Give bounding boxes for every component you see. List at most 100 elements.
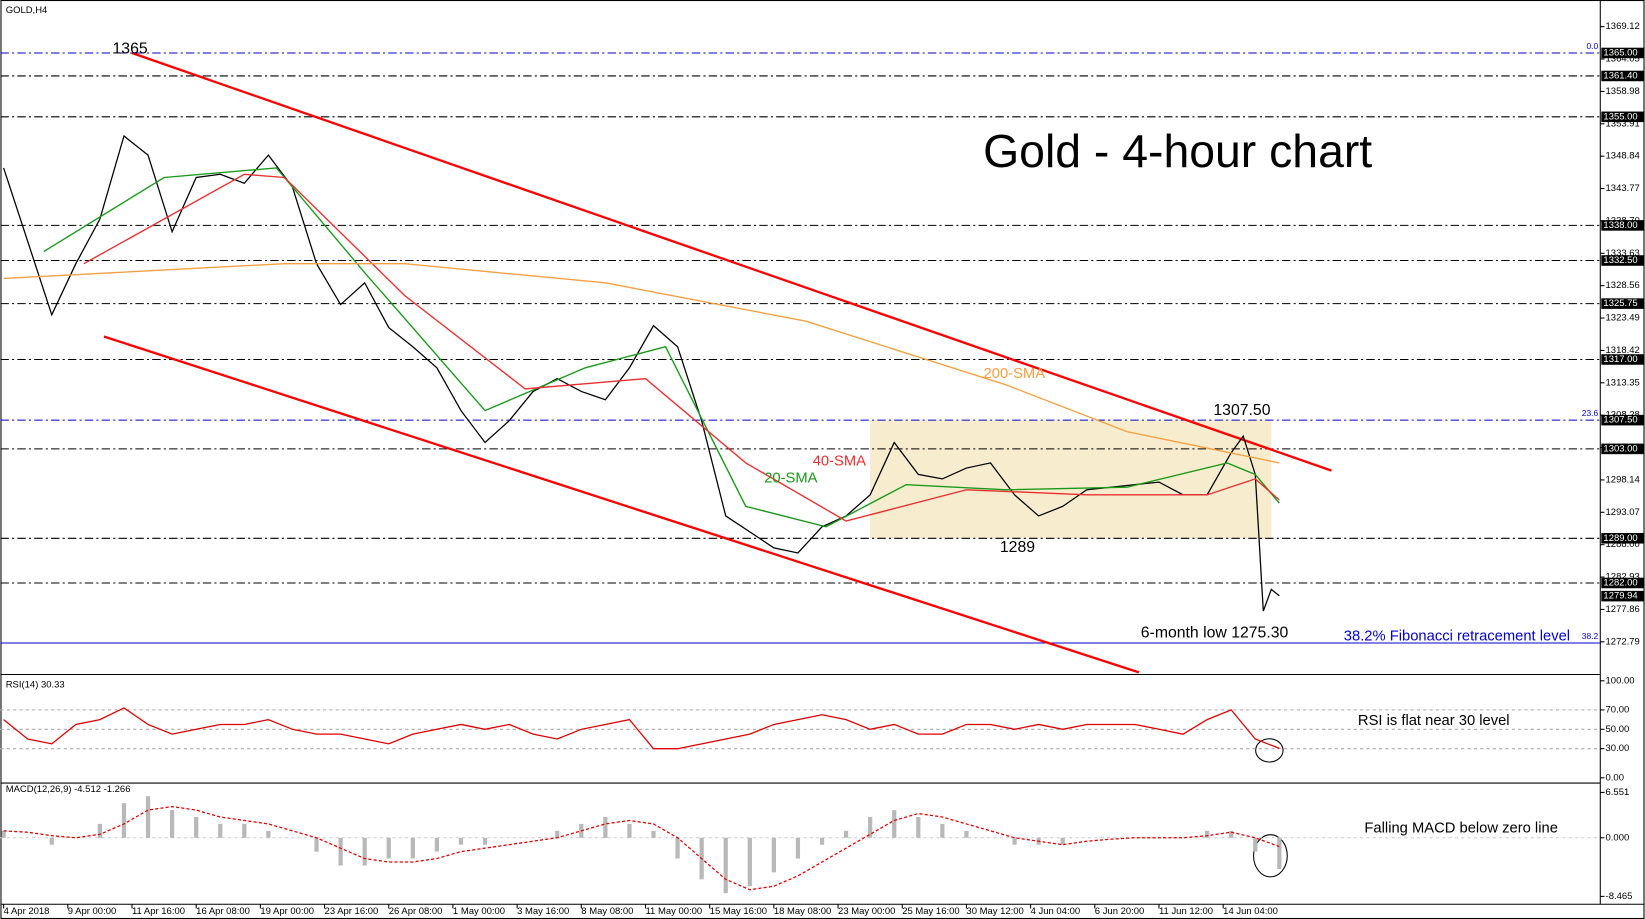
level-box (1601, 298, 1644, 309)
last-price-label: 1279.94 (1603, 591, 1637, 602)
histogram-bar (1253, 837, 1258, 852)
histogram-bar (434, 837, 439, 852)
level-label: 1361.40 (1603, 70, 1637, 81)
histogram-bar (843, 830, 849, 838)
histogram-bar (1277, 837, 1282, 870)
level-box (1601, 414, 1644, 426)
y-tick-label: 100.00 (1606, 675, 1635, 686)
histogram-bar (868, 817, 873, 838)
y-tick-label: 1369.12 (1606, 21, 1640, 32)
level-label: 1338.00 (1603, 220, 1637, 231)
level-box (1601, 47, 1644, 59)
level-label: 1365.00 (1603, 47, 1637, 58)
x-tick-label: 9 Apr 00:00 (68, 906, 116, 917)
fib-label: 23.6 (1582, 408, 1599, 418)
y-tick-label: 1353.91 (1606, 118, 1640, 129)
level-box (1601, 577, 1644, 589)
histogram-bar (723, 837, 728, 894)
x-tick-label: 23 May 00:00 (838, 906, 895, 917)
highlight-circle (1255, 738, 1284, 763)
fib-label: 38.2 (1582, 631, 1599, 641)
level-box (1601, 443, 1644, 455)
y-tick-label: 0.00 (1606, 772, 1624, 783)
y-tick-label: 1282.93 (1606, 572, 1640, 583)
histogram-bar (266, 830, 271, 838)
sma-label: 200-SMA (984, 366, 1046, 382)
histogram-bar (362, 837, 367, 866)
histogram-bar (795, 837, 801, 859)
histogram-bar (747, 837, 752, 887)
x-tick-label: 4 Apr 2018 (4, 906, 50, 917)
level-label: 1355.00 (1603, 111, 1637, 122)
histogram-bar (194, 817, 199, 838)
annotation: 6-month low 1275.30 (1141, 625, 1289, 642)
histogram-bar (1205, 830, 1210, 838)
y-tick-label: 1343.77 (1606, 183, 1640, 194)
price-line (3, 134, 1280, 612)
pane-title: RSI(14) 30.33 (6, 680, 65, 691)
annotation: 1365 (113, 41, 148, 58)
price-line (3, 707, 1280, 750)
fib-label: 0.0 (1586, 41, 1598, 51)
sma-line (43, 167, 1280, 528)
level-label: 1303.00 (1603, 443, 1637, 454)
histogram-bar (338, 837, 343, 866)
y-tick-label: 1364.05 (1606, 54, 1640, 65)
x-tick-label: 11 Jun 12:00 (1159, 906, 1213, 917)
histogram-bar (892, 810, 897, 838)
x-tick-label: 14 Jun 04:00 (1223, 906, 1278, 917)
histogram-bar (314, 837, 319, 852)
histogram-bar (1, 830, 6, 838)
x-tick-label: 4 Jun 04:00 (1031, 906, 1081, 917)
y-tick-label: 1328.56 (1606, 280, 1640, 291)
y-tick-label: 6.551 (1606, 787, 1630, 798)
x-tick-label: 23 Apr 16:00 (325, 906, 379, 917)
histogram-bar (49, 837, 54, 845)
histogram-bar (121, 803, 127, 838)
annotation: RSI is flat near 30 level (1358, 713, 1510, 729)
level-label: 1325.75 (1603, 298, 1637, 309)
y-tick-label: 50.00 (1606, 724, 1630, 735)
y-tick-label: 1348.84 (1606, 151, 1640, 162)
x-tick-label: 11 Apr 16:00 (132, 906, 185, 917)
sma-label: 40-SMA (813, 453, 866, 469)
annotation: 38.2% Fibonacci retracement level (1344, 628, 1570, 644)
x-tick-label: 19 Apr 00:00 (260, 906, 314, 917)
trend-line (103, 335, 1140, 674)
last-price-box (1601, 590, 1644, 602)
x-tick-label: 8 May 08:00 (581, 906, 633, 917)
level-label: 1282.00 (1603, 577, 1637, 588)
level-label: 1317.00 (1603, 354, 1637, 365)
histogram-bar (940, 823, 945, 838)
y-tick-label: 1323.49 (1606, 313, 1640, 324)
y-tick-label: 1358.98 (1606, 86, 1640, 97)
histogram-bar (97, 823, 103, 838)
histogram-bar (218, 823, 223, 838)
y-tick-label: 70.00 (1606, 704, 1630, 715)
level-label: 1289.00 (1603, 533, 1637, 544)
annotation: Falling MACD below zero line (1364, 820, 1557, 836)
pane-title: GOLD,H4 (6, 5, 48, 16)
heading: Gold - 4-hour chart (983, 125, 1372, 177)
histogram-bar (1012, 837, 1017, 845)
y-tick-label: -8.465 (1606, 891, 1633, 902)
y-tick-label: 1318.42 (1606, 345, 1640, 356)
histogram-bar (410, 837, 415, 859)
y-tick-label: 1298.14 (1606, 474, 1640, 485)
range-box (870, 420, 1272, 539)
histogram-bar (651, 830, 656, 838)
x-tick-label: 25 May 16:00 (902, 906, 959, 917)
x-tick-label: 6 Jun 20:00 (1095, 906, 1145, 917)
x-tick-label: 18 May 08:00 (774, 906, 831, 917)
pane-title: MACD(12,26,9) -4.512 -1.266 (6, 784, 131, 795)
histogram-bar (242, 823, 247, 838)
x-tick-label: 30 May 12:00 (966, 906, 1023, 917)
histogram-bar (482, 837, 488, 845)
histogram-bar (1060, 837, 1065, 845)
histogram-bar (771, 837, 776, 873)
histogram-bar (1229, 830, 1234, 838)
x-tick-label: 1 May 00:00 (453, 906, 505, 917)
sma-line (3, 263, 1280, 464)
